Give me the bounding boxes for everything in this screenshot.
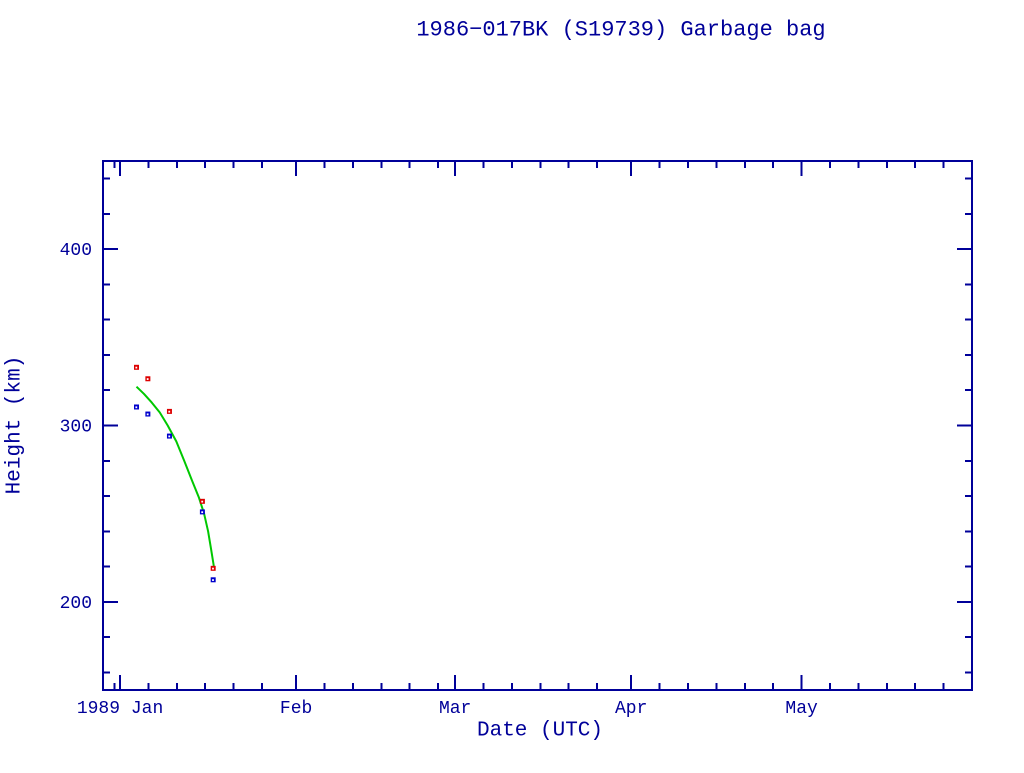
x-tick-label: May bbox=[785, 699, 818, 719]
data-point-blue-center-dot bbox=[168, 435, 171, 438]
data-point-blue-center-dot bbox=[212, 579, 214, 581]
decay-fit-curve bbox=[135, 385, 215, 567]
data-point-red-center-dot bbox=[201, 500, 204, 503]
plot-frame bbox=[102, 160, 973, 691]
data-point-blue-center-dot bbox=[135, 406, 138, 409]
x-tick-label: Apr bbox=[615, 699, 647, 719]
data-point-red-center-dot bbox=[212, 567, 214, 570]
data-point-red-center-dot bbox=[168, 410, 171, 413]
chart-title: 1986−017BK (S19739) Garbage bag bbox=[416, 17, 826, 43]
y-tick-label: 200 bbox=[60, 594, 92, 614]
x-tick-label: 1989 Jan bbox=[77, 699, 163, 719]
y-tick-label: 300 bbox=[60, 418, 92, 438]
y-tick-label: 400 bbox=[60, 241, 92, 261]
data-point-red-center-dot bbox=[135, 366, 138, 369]
data-point-red-center-dot bbox=[146, 378, 149, 380]
data-point-blue-center-dot bbox=[201, 511, 204, 514]
y-axis-title: Height (km) bbox=[3, 355, 27, 495]
x-tick-label: Mar bbox=[439, 699, 471, 719]
data-point-blue-center-dot bbox=[146, 413, 149, 416]
x-axis-title: Date (UTC) bbox=[476, 719, 604, 743]
x-tick-label: Feb bbox=[280, 699, 312, 719]
